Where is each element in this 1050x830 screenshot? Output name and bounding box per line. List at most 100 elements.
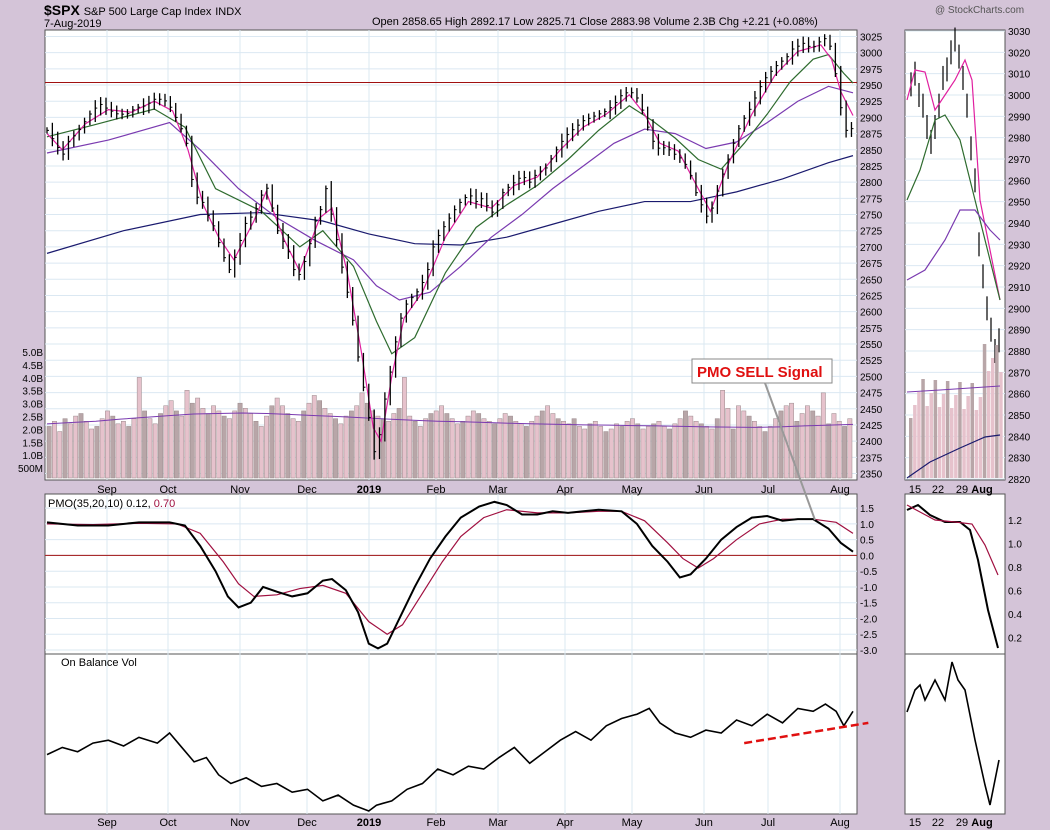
volume-bar xyxy=(386,420,391,479)
price-tick-label: 3000 xyxy=(860,49,883,60)
volume-bar xyxy=(476,413,482,479)
volume-bar xyxy=(402,377,407,479)
inset-volume-bar xyxy=(958,382,962,478)
obv-trendline xyxy=(744,721,869,745)
inset-price-tick: 2960 xyxy=(1008,176,1031,187)
volume-tick-label: 2.5B xyxy=(22,413,43,424)
volume-bar xyxy=(661,426,667,479)
chart-date: 7-Aug-2019 xyxy=(44,18,102,30)
volume-bar xyxy=(62,418,68,479)
price-tick-label: 2375 xyxy=(860,453,883,464)
inset-pmo-tick: 0.2 xyxy=(1008,634,1022,645)
volume-bar xyxy=(52,420,57,479)
price-tick-label: 2825 xyxy=(860,162,883,173)
inset-volume-bar xyxy=(917,392,921,478)
ohlc-readout: Open 2858.65 High 2892.17 Low 2825.71 Cl… xyxy=(372,16,818,28)
inset-price-tick: 2940 xyxy=(1008,219,1031,230)
volume-bar xyxy=(433,410,439,479)
inset-price-tick: 3000 xyxy=(1008,91,1031,102)
ema50-line xyxy=(46,85,854,301)
volume-bar xyxy=(651,423,657,479)
volume-bar xyxy=(327,413,333,479)
price-tick-label: 2600 xyxy=(860,308,883,319)
volume-bar xyxy=(57,431,63,479)
volume-bar xyxy=(216,410,222,479)
series-lines xyxy=(45,34,869,812)
inset-volume-bar xyxy=(921,379,925,478)
inset-volume-bar xyxy=(945,381,950,478)
inset-price-tick: 2990 xyxy=(1008,112,1031,123)
volume-bar xyxy=(619,426,625,479)
inset-price-tick: 2890 xyxy=(1008,326,1031,337)
volume-bar xyxy=(635,423,641,479)
volume-tick-label: 5.0B xyxy=(22,348,43,359)
pmo-label-main: PMO(35,20,10) 0.12, xyxy=(48,498,151,510)
volume-bar xyxy=(83,420,89,479)
volume-bar xyxy=(539,410,545,479)
volume-bar xyxy=(730,428,736,479)
volume-bar xyxy=(444,413,450,479)
pmo-tick-label: -0.5 xyxy=(860,567,878,578)
volume-bar xyxy=(460,420,466,479)
inset-price-tick: 2920 xyxy=(1008,262,1031,273)
volume-bar xyxy=(582,428,588,479)
inset-volume-bar xyxy=(995,345,999,478)
pmo-tick-label: -3.0 xyxy=(860,646,878,657)
inset-volume-bar xyxy=(962,409,966,478)
volume-bar xyxy=(179,415,185,479)
volume-bar xyxy=(614,423,619,479)
inset-volume-bar xyxy=(937,407,942,478)
volume-bar xyxy=(667,428,672,479)
volume-bar xyxy=(359,392,365,479)
pmo-tick-label: 1.0 xyxy=(860,520,874,531)
volume-bar xyxy=(274,397,280,479)
volume-bar xyxy=(449,418,455,479)
x-tick-label: Feb xyxy=(427,817,446,829)
volume-bar xyxy=(672,423,678,479)
inset-pmo-signal xyxy=(906,504,999,576)
x-tick-label: Sep xyxy=(97,484,117,496)
x-tick-label: Nov xyxy=(230,484,250,496)
inset-x-label: 29 xyxy=(956,817,968,829)
pmo-tick-label: 0.5 xyxy=(860,536,874,547)
inset-x-label: 15 xyxy=(909,817,921,829)
volume-bar xyxy=(120,420,126,479)
x-tick-label: Aug xyxy=(830,484,850,496)
volume-bar xyxy=(767,426,773,479)
volume-bar xyxy=(364,402,370,479)
volume-ema50-line xyxy=(46,412,854,428)
volume-bar xyxy=(826,423,832,479)
volume-bar xyxy=(136,377,142,479)
volume-bar xyxy=(736,405,741,479)
obv-panel xyxy=(44,653,858,815)
inset-x-label: Aug xyxy=(971,817,992,829)
volume-bar xyxy=(598,426,604,479)
inset-price-tick: 3030 xyxy=(1008,27,1031,38)
volume-bar xyxy=(99,418,105,479)
volume-bar xyxy=(799,413,805,479)
volume-bar xyxy=(640,428,646,479)
volume-bar xyxy=(523,426,529,479)
inset-volume-bar xyxy=(950,408,954,478)
x-tick-label: Jun xyxy=(695,484,713,496)
inset-x-label: 15 xyxy=(909,484,921,496)
volume-bar xyxy=(131,418,137,479)
x-tick-label: Apr xyxy=(556,484,573,496)
volume-bar xyxy=(338,423,344,479)
inset-x-label: 29 xyxy=(956,484,968,496)
volume-tick-label: 1.0B xyxy=(22,451,43,462)
pmo-tick-label: -2.0 xyxy=(860,614,878,625)
volume-bar xyxy=(836,420,842,479)
volume-bar xyxy=(603,431,609,479)
x-tick-label: Oct xyxy=(159,817,176,829)
volume-bar xyxy=(571,418,577,479)
volume-bar xyxy=(592,420,598,479)
volume-bar xyxy=(158,413,163,479)
volume-bar xyxy=(497,418,503,479)
volume-bar xyxy=(110,415,116,479)
inset-price-tick: 2980 xyxy=(1008,134,1031,145)
inset-price-tick: 2840 xyxy=(1008,432,1031,443)
inset-volume-bar xyxy=(970,383,974,478)
inset-volume-bar xyxy=(991,358,995,478)
